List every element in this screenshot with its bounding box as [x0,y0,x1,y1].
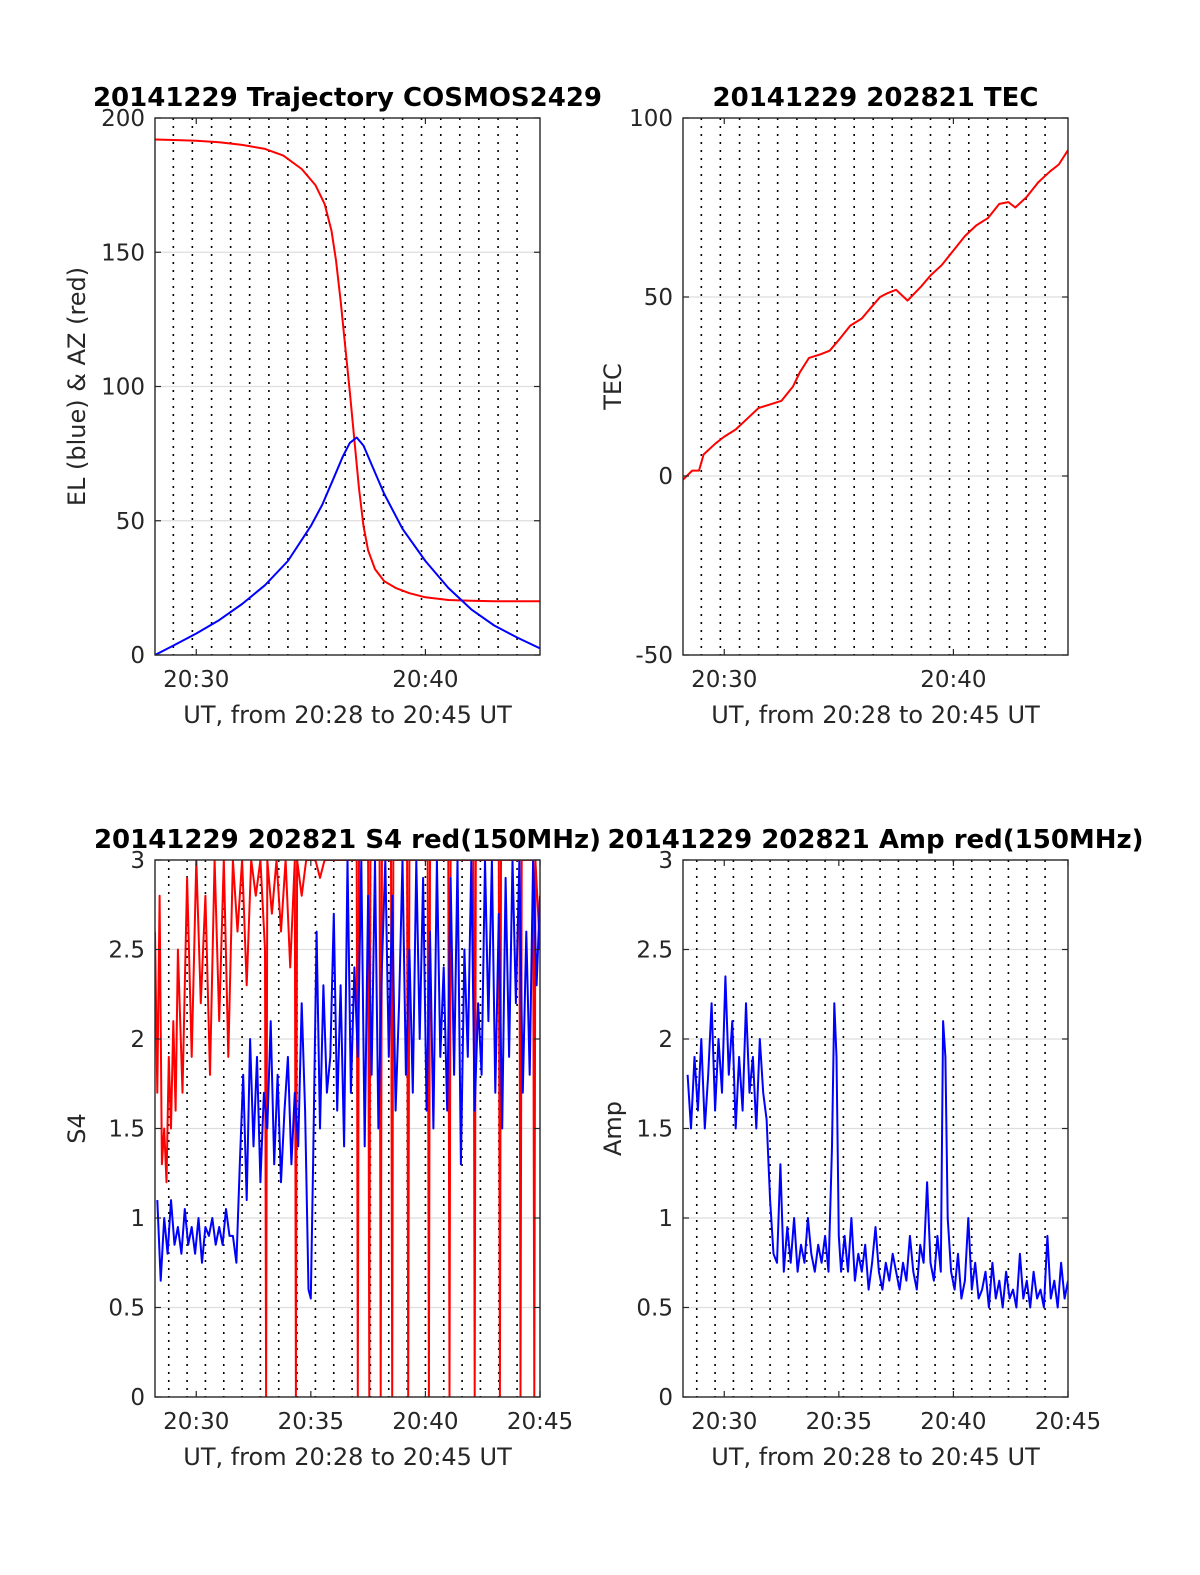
s4-ytick-label: 3 [130,848,145,874]
s4-series-blue-line [156,860,540,1300]
s4-y-axis-label: S4 [63,1113,91,1144]
amp-x-axis-label: UT, from 20:28 to 20:45 UT [711,1443,1040,1471]
trajectory-series-red-line [155,138,540,603]
amp-panel: 0 0.5 1 1.5 2 2.5 3 20:30 20:35 20:40 20:45 2014122… [599,825,1144,1471]
tec-x-axis-label: UT, from 20:28 to 20:45 UT [711,701,1040,729]
trajectory-chart-title: 20141229 Trajectory COSMOS2429 [93,83,602,113]
tec-ytick-label: -50 [635,643,673,669]
amp-ytick-label: 2 [658,1027,673,1053]
tec-chart-title: 20141229 202821 TEC [713,83,1039,113]
s4-x-axis-label: UT, from 20:28 to 20:45 UT [183,1443,512,1471]
s4-series-red-line [155,860,540,1397]
tec-y-axis-label: TEC [599,363,627,411]
s4-panel: 0 0.5 1 1.5 2 2.5 3 20:30 20:35 20:40 20:45 2014122… [63,825,601,1471]
amp-ytick-label: 1 [658,1206,673,1232]
tec-series-red-line [683,149,1068,481]
trajectory-ytick-label: 100 [101,375,145,401]
s4-ytick-label: 1.5 [108,1117,145,1143]
s4-chart-title: 20141229 202821 S4 red(150MHz) [94,825,601,855]
s4-xtick-label: 20:30 [163,1409,229,1435]
amp-xtick-label: 20:45 [1035,1409,1101,1435]
amp-xtick-label: 20:30 [691,1409,757,1435]
tec-ytick-label: 50 [644,285,673,311]
trajectory-y-axis-label: EL (blue) & AZ (red) [63,267,91,506]
trajectory-panel: 0 50 100 150 200 20:30 20:40 20141229 Trajector… [63,83,602,729]
amp-chart-title: 20141229 202821 Amp red(150MHz) [607,825,1143,855]
trajectory-ytick-label: 200 [101,106,145,132]
trajectory-series-blue-line [155,436,540,655]
trajectory-xtick-label: 20:40 [392,667,458,693]
s4-ytick-label: 1 [130,1206,145,1232]
tec-axes-frame [682,117,1069,656]
amp-ytick-label: 0 [658,1385,673,1411]
trajectory-ytick-label: 150 [101,240,145,266]
amp-xtick-label: 20:40 [920,1409,986,1435]
amp-y-axis-label: Amp [599,1101,627,1156]
trajectory-ytick-label: 0 [130,643,145,669]
s4-ytick-label: 2.5 [108,938,145,964]
s4-ytick-label: 0 [130,1385,145,1411]
amp-xtick-label: 20:35 [806,1409,872,1435]
amp-ytick-label: 2.5 [636,938,673,964]
trajectory-x-axis-label: UT, from 20:28 to 20:45 UT [183,701,512,729]
s4-xtick-label: 20:45 [507,1409,573,1435]
tec-ytick-label: 100 [629,106,673,132]
amp-series-blue-line [686,975,1068,1309]
s4-xtick-label: 20:40 [392,1409,458,1435]
s4-ytick-label: 0.5 [108,1296,145,1322]
trajectory-ytick-label: 50 [116,509,145,535]
trajectory-xtick-label: 20:30 [163,667,229,693]
tec-panel: -50 0 50 100 20:30 20:40 20141229 202821 TEC UT… [599,83,1069,729]
s4-ytick-label: 2 [130,1027,145,1053]
amp-ytick-label: 1.5 [636,1117,673,1143]
amp-ytick-label: 0.5 [636,1296,673,1322]
tec-xtick-label: 20:40 [920,667,986,693]
tec-xtick-label: 20:30 [691,667,757,693]
tec-ytick-label: 0 [658,464,673,490]
s4-xtick-label: 20:35 [278,1409,344,1435]
amp-ytick-label: 3 [658,848,673,874]
